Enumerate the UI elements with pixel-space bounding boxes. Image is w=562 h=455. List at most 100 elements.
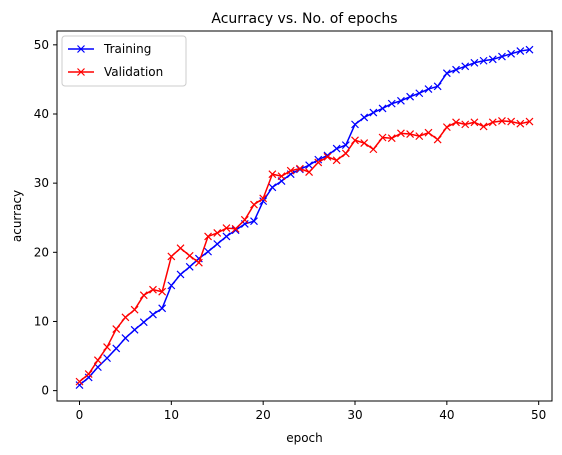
data-point (240, 215, 249, 224)
data-point (250, 200, 258, 209)
data-point (424, 128, 433, 137)
data-point (158, 287, 167, 296)
data-point (470, 58, 479, 67)
data-point (75, 381, 84, 390)
data-point (305, 161, 314, 170)
data-point (360, 139, 369, 147)
data-point (158, 304, 167, 313)
data-point (378, 104, 387, 113)
data-point (250, 217, 258, 226)
data-point (397, 96, 405, 105)
data-point (139, 291, 148, 300)
series-layer (75, 45, 534, 390)
data-point (507, 117, 516, 126)
data-point (516, 47, 525, 55)
data-point (112, 344, 121, 353)
series-training (75, 45, 534, 390)
x-tick-label: 50 (531, 408, 546, 422)
data-point (378, 133, 387, 142)
data-point (84, 370, 93, 378)
x-tick-label: 0 (76, 408, 84, 422)
data-point (213, 240, 222, 248)
data-point (167, 281, 176, 290)
y-axis-ticks: 0 10 20 30 40 50 (34, 38, 57, 398)
data-point (488, 118, 497, 127)
x-axis-ticks: 0 10 20 30 40 50 (76, 401, 546, 422)
data-point (268, 183, 277, 192)
data-point (351, 120, 359, 129)
data-point (387, 134, 396, 143)
x-tick-label: 10 (164, 408, 179, 422)
data-point (424, 85, 433, 94)
data-point (461, 120, 470, 129)
data-point (479, 122, 488, 131)
data-point (259, 197, 268, 206)
data-point (341, 149, 350, 158)
data-point (295, 164, 304, 173)
data-point (406, 130, 415, 138)
data-point (222, 232, 231, 241)
legend-label: Training (103, 42, 151, 56)
y-tick-label: 40 (34, 107, 49, 121)
data-point (442, 123, 451, 132)
data-point (121, 313, 130, 322)
x-tick-label: 40 (439, 408, 454, 422)
data-point (268, 170, 277, 179)
data-point (452, 65, 460, 74)
y-tick-label: 50 (34, 38, 49, 52)
chart-title: Acurracy vs. No. of epochs (211, 11, 397, 27)
data-point (176, 244, 185, 253)
y-tick-label: 30 (34, 176, 49, 190)
x-tick-label: 20 (256, 408, 271, 422)
data-point (176, 270, 185, 279)
data-point (442, 69, 451, 78)
data-point (222, 224, 231, 233)
data-point (121, 334, 130, 342)
data-point (305, 168, 314, 177)
y-axis-label: acurracy (10, 190, 24, 242)
data-point (167, 252, 176, 261)
data-point (185, 251, 194, 260)
data-point (194, 258, 203, 267)
legend-label: Validation (104, 65, 163, 79)
data-point (397, 129, 405, 138)
y-tick-label: 20 (34, 245, 49, 259)
y-tick-label: 10 (34, 314, 49, 328)
data-point (314, 155, 323, 164)
data-point (369, 145, 378, 154)
data-point (433, 135, 442, 144)
data-point (149, 310, 157, 319)
data-point (470, 118, 479, 127)
data-point (204, 247, 212, 256)
legend-marker (77, 45, 85, 53)
data-point (406, 92, 415, 101)
data-point (130, 325, 139, 334)
data-point (286, 166, 295, 175)
data-point (369, 108, 378, 117)
data-point (452, 118, 460, 127)
data-point (259, 194, 268, 203)
data-point (461, 62, 470, 71)
data-point (323, 152, 332, 161)
data-point (507, 49, 516, 58)
legend-marker (77, 68, 85, 76)
data-point (332, 144, 341, 153)
data-point (103, 343, 111, 351)
data-point (332, 156, 341, 165)
legend: Training Validation (61, 35, 187, 87)
data-point (415, 132, 424, 141)
data-point (130, 305, 139, 314)
data-point (277, 172, 286, 181)
data-point (112, 325, 121, 333)
data-point (75, 377, 84, 386)
data-point (516, 119, 525, 128)
data-point (185, 262, 194, 271)
data-point (479, 56, 488, 65)
y-tick-label: 0 (41, 384, 49, 398)
data-point (433, 82, 442, 91)
data-point (341, 141, 350, 150)
data-point (387, 99, 396, 108)
x-tick-label: 30 (347, 408, 362, 422)
data-point (525, 45, 534, 54)
